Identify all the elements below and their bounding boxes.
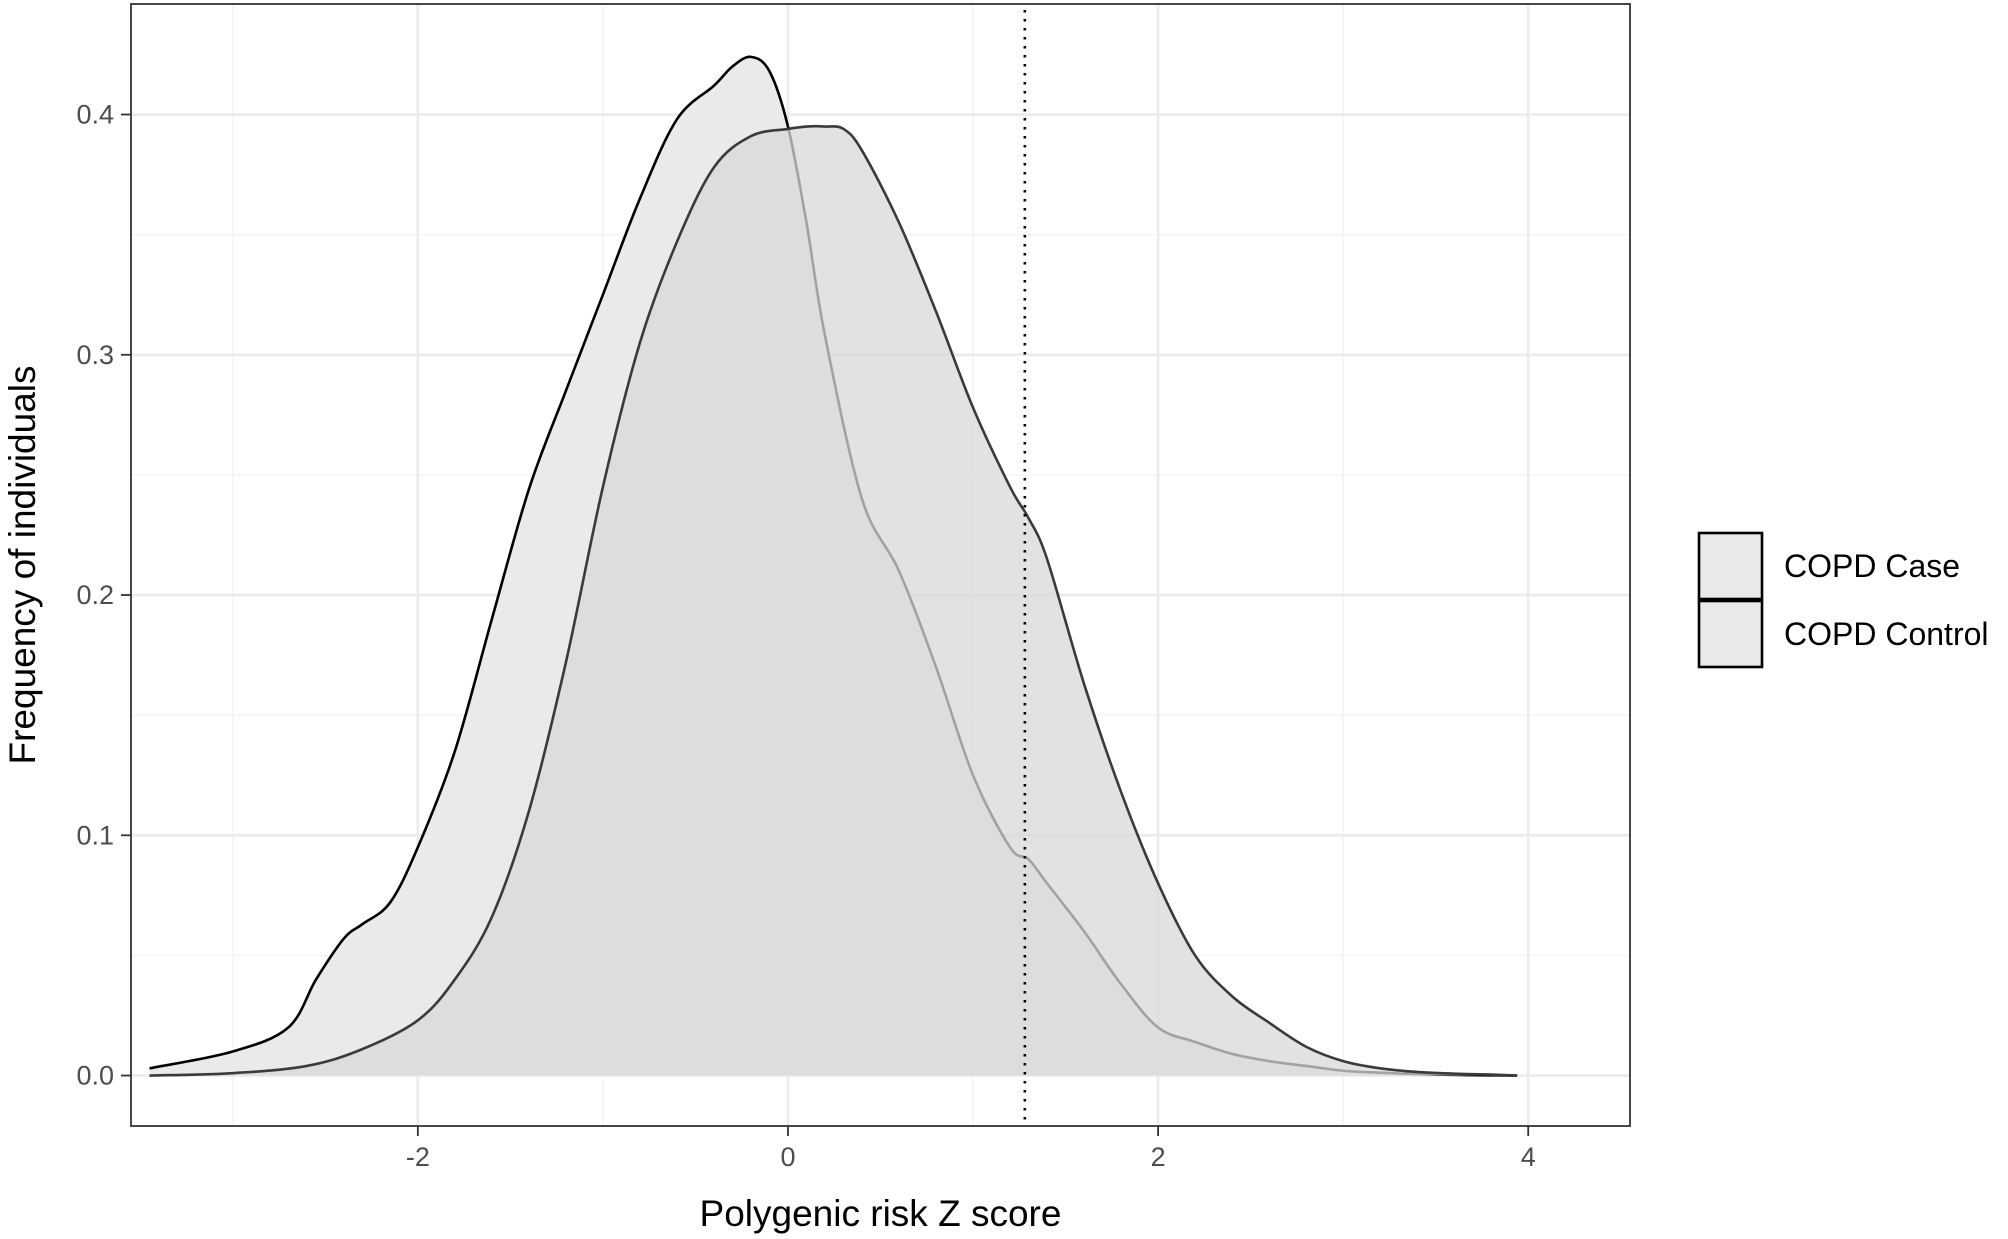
legend-label-copd-control: COPD Control [1784, 616, 1989, 652]
density-curve-copd-case [149, 124, 1518, 1077]
y-tick-label: 0.2 [76, 580, 114, 610]
legend-key-copd-control [1697, 599, 1764, 669]
legend-label-copd-case: COPD Case [1784, 548, 1960, 584]
x-tick-label: 0 [780, 1142, 795, 1172]
y-axis-title: Frequency of individuals [2, 366, 43, 765]
y-tick-label: 0.3 [76, 340, 114, 370]
legend: COPD Case COPD Control [1697, 531, 1989, 669]
x-tick-label: 2 [1151, 1142, 1166, 1172]
x-axis-title: Polygenic risk Z score [700, 1193, 1062, 1234]
y-tick-label: 0.1 [76, 820, 114, 850]
density-fill-copd-case [149, 126, 1518, 1076]
y-tick-label: 0.0 [76, 1061, 114, 1091]
x-tick-label: -2 [406, 1142, 430, 1172]
legend-key-copd-case [1697, 531, 1764, 601]
panel-border [130, 3, 1631, 1127]
y-tick-label: 0.4 [76, 100, 114, 130]
x-tick-label: 4 [1521, 1142, 1536, 1172]
density-areas [149, 55, 1518, 1077]
axis-ticks: -2 0 2 4 0.0 0.1 0.2 0.3 0.4 [76, 100, 1535, 1172]
